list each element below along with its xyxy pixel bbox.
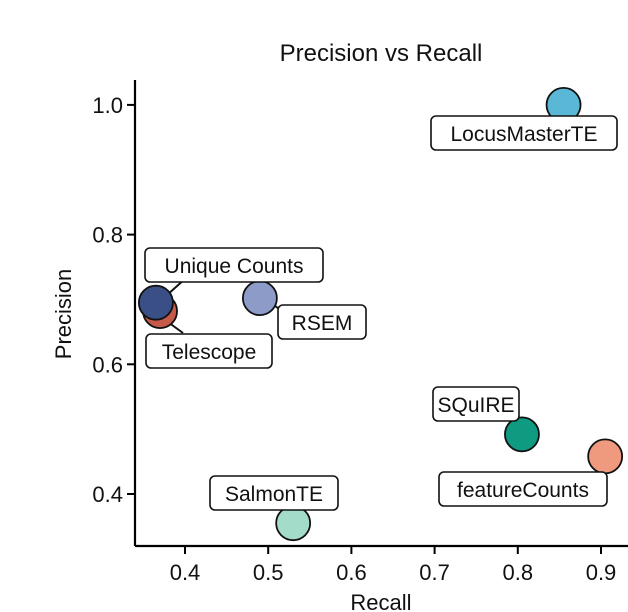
chart-title: Precision vs Recall (280, 40, 483, 67)
label-telescope: Telescope (145, 333, 273, 369)
point-salmonte (275, 505, 312, 542)
x-tick-label: 0.4 (170, 560, 201, 585)
y-tick-label: 1.0 (92, 93, 123, 118)
label-box (144, 247, 324, 283)
label-text: Unique Counts (165, 255, 304, 278)
y-tick-label: 0.8 (92, 223, 123, 248)
label-box (432, 386, 520, 422)
label-text: SQuIRE (437, 394, 514, 417)
point-featurecounts (587, 438, 624, 475)
x-tick-label: 0.5 (253, 560, 284, 585)
label-box (430, 115, 618, 151)
y-tick-label: 0.4 (92, 482, 123, 507)
label-box (438, 471, 608, 507)
label-locusmasterte: LocusMasterTE (430, 115, 618, 151)
label-rsem: RSEM (277, 304, 367, 340)
axes: 0.4 0.5 0.6 0.7 0.8 0.9 0.4 0.6 0.8 1.0 (92, 80, 628, 585)
label-box (277, 304, 367, 340)
label-text: featureCounts (457, 479, 589, 502)
label-text: RSEM (292, 312, 353, 335)
y-axis-title: Precision (51, 269, 76, 359)
x-tick-label: 0.6 (336, 560, 367, 585)
label-text: LocusMasterTE (450, 123, 597, 146)
x-tick-label: 0.7 (419, 560, 450, 585)
label-unique-counts: Unique Counts (144, 247, 324, 283)
x-axis-title: Recall (350, 590, 411, 612)
point-rsem (241, 280, 278, 317)
label-squire: SQuIRE (432, 386, 520, 422)
point-labels: LocusMasterTE Unique Counts Telescope RSEM S… (144, 115, 618, 511)
data-points (137, 87, 624, 542)
label-box (209, 475, 339, 511)
y-tick-label: 0.6 (92, 352, 123, 377)
label-salmonte: SalmonTE (209, 475, 339, 511)
point-squire (504, 416, 540, 453)
x-tick-label: 0.9 (586, 560, 617, 585)
x-tick-label: 0.8 (503, 560, 534, 585)
label-box (145, 333, 273, 369)
label-text: SalmonTE (225, 483, 323, 506)
point-unique-counts (137, 284, 174, 321)
label-text: Telescope (162, 341, 257, 364)
label-featurecounts: featureCounts (438, 471, 608, 507)
